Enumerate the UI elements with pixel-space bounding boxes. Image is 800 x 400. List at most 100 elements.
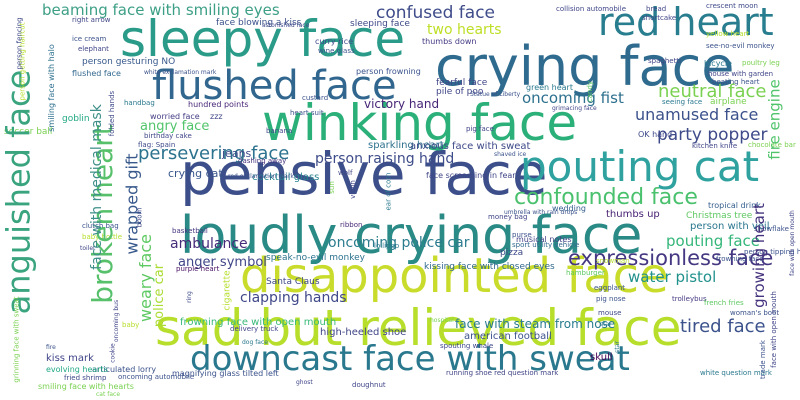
word-crying-cat: crying cat <box>168 167 223 180</box>
word-poultry-leg: poultry leg <box>742 59 780 67</box>
word-wolf: wolf <box>338 169 353 177</box>
word-kiss-mark: kiss mark <box>46 353 94 364</box>
word-raising-hands: toilet <box>80 245 96 252</box>
word-person-raising-hand: person raising hand <box>315 151 455 167</box>
word-ghost: ghost <box>296 379 313 386</box>
word-tired-face: tired face <box>680 316 766 337</box>
word-fire-engine: fire engine <box>765 79 784 160</box>
word-heart-suit: heart suit <box>290 109 324 117</box>
word-baby: baby <box>122 321 140 329</box>
word-winking-face: winking face <box>262 94 578 152</box>
word-birthday-cake: Statue of Liberty <box>470 91 521 98</box>
word-sport-utility-vehicle: sport utility vehicle <box>512 241 580 249</box>
word-goblin: goblin <box>62 114 90 124</box>
word-face-blowing-a-kiss: face blowing a kiss <box>216 18 302 28</box>
word-hundred-points: hundred points <box>188 100 249 109</box>
word-sad-but-relieved-face: sad but relieved face <box>155 299 682 357</box>
word-ribbon: ribbon <box>340 221 363 229</box>
word-sleeping-face: sleeping face <box>350 19 410 29</box>
word-musical-notes: musical notes <box>516 235 572 244</box>
word-evolving-hearts: evolving hearts <box>46 365 108 374</box>
word-spaghetti: spaghetti <box>648 57 682 65</box>
word-womans-boot: woman's boot <box>730 309 780 317</box>
word-folded-hands: folded hands <box>108 90 117 137</box>
word-flushed-face-small: flushed face <box>72 69 121 78</box>
word-american-football: american football <box>464 331 552 342</box>
word-white-question-mark: white question mark <box>700 369 772 377</box>
word-hamburger: hamburger <box>566 269 605 277</box>
word-clutch-bag: clutch bag <box>82 222 119 230</box>
word-kissing-face-with-closed-eyes: kissing face with closed eyes <box>424 262 555 272</box>
word-boom: boom <box>135 207 144 228</box>
word-fire: oncoming bus <box>113 299 121 343</box>
word-sleepy-face: sleepy face <box>120 10 406 68</box>
word-white-exclamation-mark: collision automobile <box>556 5 626 13</box>
word-airplane: airplane <box>710 97 747 107</box>
word-sun: sun <box>327 181 336 194</box>
word-beaming-face-with-smiling-eyes: beaming face with smiling eyes <box>42 1 280 19</box>
word-face-with-steam-from-nose: face with steam from nose <box>455 317 616 331</box>
word-worried-face: worried face <box>150 112 200 121</box>
word-expressionless-face: expressionless face <box>568 246 774 270</box>
word-shortcake: shortcake <box>642 14 677 22</box>
word-mouse: mouse <box>598 309 622 317</box>
word-trolleybus: trolleybus <box>672 295 707 303</box>
word-yellow-heart: yellow heart <box>706 30 750 38</box>
word-unamused-face: unamused face <box>635 105 759 124</box>
word-frowning-face-with-open-mouth: frowning face with open mouth <box>180 317 337 328</box>
word-person-tipping-hand: face with open mouth <box>788 210 796 276</box>
word-anger-symbol: anger symbol <box>178 255 267 270</box>
word-statue-of-liberty: grimacing face <box>552 105 597 112</box>
word-speak-no-evil-monkey: speak-no-evil monkey <box>266 253 365 263</box>
word-party-popper: party popper <box>657 125 768 145</box>
word-growing-heart: growing heart <box>749 203 768 308</box>
word-bicycle: bicycle <box>704 59 732 68</box>
word-curry-rice: curry rice <box>315 37 354 46</box>
word-see-no-evil-monkey: see-no-evil monkey <box>706 42 775 50</box>
word-christmas-tree: Christmas tree <box>686 211 753 221</box>
word-lollipop: lollipop <box>374 242 400 250</box>
word-cookie: cookie <box>109 343 117 363</box>
word-wine-glass: ring <box>185 291 193 303</box>
word-crying-face: crying face <box>435 35 735 98</box>
word-pizza: pizza <box>500 248 524 258</box>
word-clapping-hands: clapping hands <box>240 290 347 306</box>
word-two-hearts: two hearts <box>427 22 502 38</box>
word-baby-bottle: baby bottle <box>82 233 123 241</box>
word-snowman: hospital <box>430 317 454 324</box>
word-cocktail-glass: cocktail glass <box>252 172 320 183</box>
word-oncoming-police-car: oncoming police car <box>328 235 470 251</box>
word-violin: violin <box>348 180 357 199</box>
word-angry-face: angry face <box>140 119 210 134</box>
word-grinning-face-with-sweat: grinning face with sweat <box>12 296 21 383</box>
word-french-fries: french fries <box>704 299 744 307</box>
word-banana: banana <box>266 127 293 135</box>
word-toilet: wine glass <box>318 47 355 55</box>
word-oncoming-bus: snowman <box>596 257 630 265</box>
word-collision-automobile: astonished face <box>262 22 310 29</box>
word-money-bag: red exclamation mark <box>228 173 294 180</box>
word-spouting-whale: trade mark <box>758 340 767 379</box>
word-downcast-face-with-sweat: downcast face with sweat <box>190 339 630 379</box>
word-bread: bread <box>646 5 667 13</box>
word-trade-mark: money bag <box>488 213 528 221</box>
word-loudly-crying-face: loudly crying face <box>180 206 643 266</box>
word-dashing-away: dashing away <box>238 157 287 165</box>
word-magnifying-glass-tilted-left: magnifying glass tilted left <box>172 369 279 378</box>
word-person-gesturing-no: person gesturing NO <box>82 57 176 67</box>
word-anxious-face-with-sweat: anxious face with sweat <box>410 141 531 152</box>
word-disappointed-face: disappointed face <box>240 248 669 304</box>
word-victory-hand: victory hand <box>364 97 440 111</box>
word-pouting-face: pouting face <box>666 232 760 250</box>
word-chocolate-bar: chocolate bar <box>748 141 796 149</box>
word-dog-face: fire <box>46 344 56 351</box>
word-face-with-open-mouth: face with open mouth <box>769 291 778 368</box>
word-handbag: handbag <box>124 99 155 107</box>
word-high-heeled-shoe: high-heeled shoe <box>320 327 407 338</box>
word-face-screaming-in-fear: face screaming in fear <box>426 171 516 180</box>
word-right-arrow: ice cream <box>72 35 107 43</box>
word-red-exclamation-mark: birthday cake <box>144 132 192 140</box>
word-ice-cream: elephant <box>78 45 109 53</box>
word-person-fencing: person fencing <box>15 17 24 70</box>
word-fearful-face: fearful face <box>436 78 488 88</box>
